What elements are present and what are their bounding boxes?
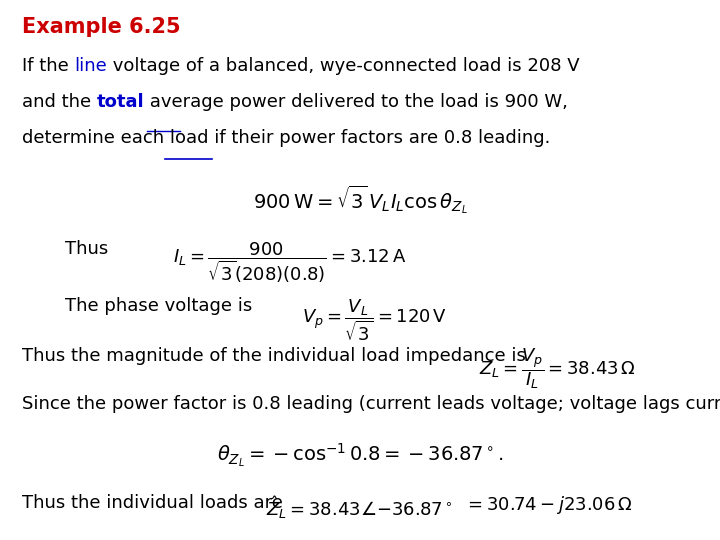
Text: $\hat{Z}_L = 38.43\angle{-36.87^\circ}$: $\hat{Z}_L = 38.43\angle{-36.87^\circ}$ — [266, 494, 453, 521]
Text: Thus the magnitude of the individual load impedance is: Thus the magnitude of the individual loa… — [22, 347, 526, 364]
Text: $900\,\mathrm{W} = \sqrt{3}\,V_L I_L \cos\theta_{Z_L}$: $900\,\mathrm{W} = \sqrt{3}\,V_L I_L \co… — [253, 184, 467, 217]
Text: Thus: Thus — [65, 240, 108, 258]
Text: line: line — [74, 57, 107, 75]
Text: $\theta_{Z_L} = -\cos^{-1}0.8 = -36.87^\circ.$: $\theta_{Z_L} = -\cos^{-1}0.8 = -36.87^\… — [217, 442, 503, 469]
Text: The phase voltage is: The phase voltage is — [65, 297, 252, 315]
Text: Example 6.25: Example 6.25 — [22, 17, 180, 37]
Text: average power delivered to the load is 900 W,: average power delivered to the load is 9… — [144, 93, 568, 111]
Text: and the: and the — [22, 93, 96, 111]
Text: $I_L = \dfrac{900}{\sqrt{3}(208)(0.8)} = 3.12\,\mathrm{A}$: $I_L = \dfrac{900}{\sqrt{3}(208)(0.8)} =… — [173, 240, 406, 285]
Text: Since the power factor is 0.8 leading (current leads voltage; voltage lags curre: Since the power factor is 0.8 leading (c… — [22, 395, 720, 413]
Text: total: total — [96, 93, 144, 111]
Text: voltage of a balanced, wye-connected load is 208 V: voltage of a balanced, wye-connected loa… — [107, 57, 580, 75]
Text: $Z_L = \dfrac{V_p}{I_L} = 38.43\,\Omega$: $Z_L = \dfrac{V_p}{I_L} = 38.43\,\Omega$ — [479, 347, 636, 391]
Text: If the: If the — [22, 57, 74, 75]
Text: $V_p = \dfrac{V_L}{\sqrt{3}} = 120\,\mathrm{V}$: $V_p = \dfrac{V_L}{\sqrt{3}} = 120\,\mat… — [302, 297, 448, 343]
Text: Thus the individual loads are: Thus the individual loads are — [22, 494, 282, 512]
Text: $= 30.74 - j23.06\,\Omega$: $= 30.74 - j23.06\,\Omega$ — [464, 494, 633, 516]
Text: determine each load if their power factors are 0.8 leading.: determine each load if their power facto… — [22, 129, 550, 146]
